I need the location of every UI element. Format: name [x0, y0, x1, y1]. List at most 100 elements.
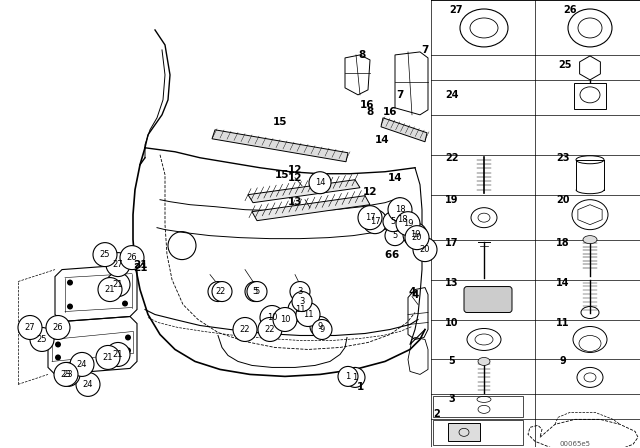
Text: 20: 20	[556, 195, 570, 205]
Text: 2: 2	[434, 409, 440, 419]
Circle shape	[106, 272, 130, 297]
FancyBboxPatch shape	[448, 423, 480, 441]
Text: 9: 9	[559, 357, 566, 366]
Text: 21: 21	[132, 259, 147, 270]
Text: 23: 23	[556, 153, 570, 163]
Text: 22: 22	[265, 325, 275, 334]
Text: 4: 4	[412, 289, 419, 300]
Circle shape	[18, 315, 42, 340]
Circle shape	[56, 362, 80, 387]
Polygon shape	[248, 180, 360, 202]
Circle shape	[310, 316, 330, 336]
Text: 9: 9	[317, 322, 323, 331]
Text: 24: 24	[445, 90, 459, 100]
Text: 11: 11	[295, 305, 305, 314]
Text: 21: 21	[113, 280, 124, 289]
FancyBboxPatch shape	[433, 396, 523, 418]
Circle shape	[125, 335, 131, 340]
Circle shape	[385, 226, 405, 246]
Text: 5: 5	[390, 217, 396, 226]
Circle shape	[292, 292, 312, 311]
Text: 27: 27	[25, 323, 35, 332]
Text: 21: 21	[113, 350, 124, 359]
Text: 13: 13	[445, 278, 459, 288]
Text: 24: 24	[83, 380, 93, 389]
Text: 5: 5	[449, 357, 456, 366]
Text: 15: 15	[273, 117, 287, 127]
Text: 3: 3	[300, 297, 305, 306]
Text: 10: 10	[267, 313, 277, 322]
Ellipse shape	[478, 358, 490, 366]
Text: 12: 12	[288, 165, 302, 175]
Text: 13: 13	[288, 197, 302, 207]
Circle shape	[76, 372, 100, 396]
Circle shape	[55, 354, 61, 361]
Text: 19: 19	[445, 195, 459, 205]
Circle shape	[309, 172, 331, 194]
Circle shape	[120, 246, 144, 270]
Text: 25: 25	[36, 335, 47, 344]
Text: 1: 1	[346, 372, 351, 381]
FancyBboxPatch shape	[464, 287, 512, 313]
Circle shape	[122, 301, 128, 306]
Polygon shape	[212, 130, 348, 162]
Circle shape	[93, 243, 117, 267]
Text: 26: 26	[127, 253, 138, 262]
Text: 5: 5	[252, 287, 258, 296]
Text: 18: 18	[397, 215, 407, 224]
Circle shape	[290, 281, 310, 302]
Text: 16: 16	[383, 107, 397, 117]
Text: 5: 5	[254, 287, 260, 296]
Text: 25: 25	[558, 60, 572, 70]
Text: 6: 6	[385, 250, 392, 259]
Text: 15: 15	[275, 170, 289, 180]
Circle shape	[96, 345, 120, 370]
Circle shape	[54, 362, 78, 387]
Text: 5: 5	[392, 231, 397, 240]
Text: 11: 11	[303, 310, 313, 319]
Text: 12: 12	[288, 173, 302, 183]
Text: 24: 24	[77, 360, 87, 369]
Circle shape	[125, 348, 131, 353]
Circle shape	[30, 327, 54, 352]
Circle shape	[247, 281, 267, 302]
Circle shape	[383, 211, 403, 232]
Circle shape	[258, 318, 282, 341]
Polygon shape	[381, 118, 427, 142]
Text: 20: 20	[412, 233, 422, 242]
Text: 12: 12	[363, 187, 377, 197]
Text: 4: 4	[408, 287, 416, 297]
Circle shape	[413, 237, 437, 262]
Circle shape	[212, 281, 232, 302]
Text: 21: 21	[132, 263, 147, 272]
Circle shape	[208, 281, 228, 302]
Text: 21: 21	[103, 353, 113, 362]
Circle shape	[403, 223, 427, 246]
Text: 23: 23	[61, 370, 71, 379]
FancyBboxPatch shape	[433, 420, 523, 445]
Circle shape	[388, 198, 412, 222]
Text: 26: 26	[563, 5, 577, 15]
Circle shape	[122, 276, 128, 283]
Text: 27: 27	[113, 260, 124, 269]
Text: 17: 17	[370, 217, 380, 226]
Text: 2: 2	[216, 287, 221, 296]
Circle shape	[296, 302, 320, 327]
Text: 22: 22	[445, 153, 459, 163]
Circle shape	[67, 304, 73, 310]
Circle shape	[288, 297, 312, 322]
Circle shape	[46, 315, 70, 340]
Text: 8: 8	[358, 50, 365, 60]
Text: 1: 1	[353, 373, 358, 382]
Circle shape	[390, 208, 414, 232]
Circle shape	[55, 341, 61, 348]
Text: 17: 17	[365, 213, 375, 222]
Ellipse shape	[583, 236, 597, 244]
Circle shape	[363, 210, 387, 234]
Circle shape	[405, 226, 429, 250]
Circle shape	[358, 206, 382, 230]
Text: 21: 21	[105, 285, 115, 294]
Text: 23: 23	[63, 370, 74, 379]
Circle shape	[260, 306, 284, 329]
Text: 14: 14	[556, 278, 570, 288]
